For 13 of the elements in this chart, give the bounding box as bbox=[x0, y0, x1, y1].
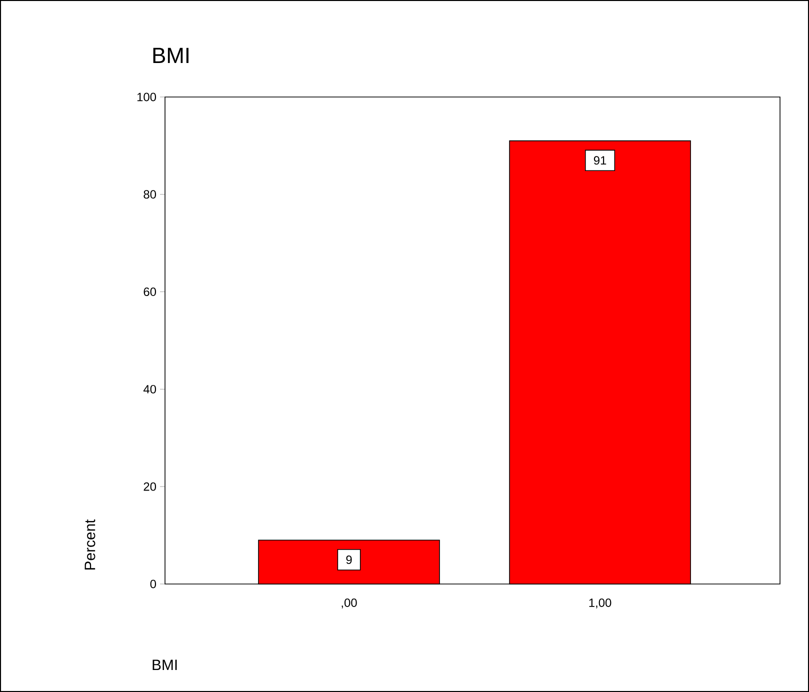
y-tick-label: 20 bbox=[144, 482, 156, 491]
x-tick-label: ,00 bbox=[342, 598, 357, 608]
x-axis-title: BMI bbox=[152, 660, 177, 670]
x-tick-label: 1,00 bbox=[589, 598, 612, 608]
y-tick-label: 80 bbox=[144, 190, 156, 199]
y-tick-label: 40 bbox=[143, 384, 156, 394]
data-label: 91 bbox=[594, 156, 606, 165]
chart-title: BMI bbox=[153, 48, 188, 63]
y-tick-label: 60 bbox=[144, 288, 156, 296]
y-tick-label: 0 bbox=[150, 580, 156, 588]
y-tick-label: 100 bbox=[137, 92, 156, 102]
y-axis-title: Percent bbox=[84, 519, 96, 570]
data-label: 9 bbox=[346, 556, 352, 564]
